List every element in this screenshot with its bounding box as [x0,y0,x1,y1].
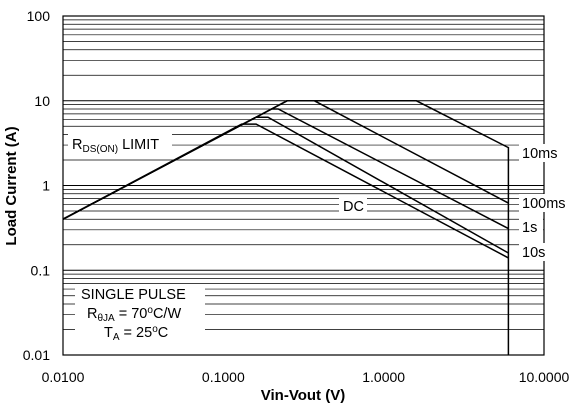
x-tick-label: 1.0000 [362,369,405,385]
y-tick-label: 1 [42,178,50,194]
series-label-bg-1s [519,218,543,236]
series-label-1s: 1s [522,220,537,236]
y-tick-label: 0.1 [31,262,51,278]
y-tick-label: 100 [27,8,51,24]
series-labels: 10ms 100ms 1s 10s [519,144,573,261]
series-label-bg-10s [519,243,549,261]
series-label-100ms: 100ms [522,196,566,212]
x-tick-label: 0.1000 [202,369,245,385]
x-tick-label: 0.0100 [42,369,85,385]
series-label-bg-100ms [519,194,573,212]
x-axis-title: Vin-Vout (V) [261,387,345,404]
series-label-10s: 10s [522,245,545,261]
single-pulse-text: SINGLE PULSE [81,287,186,303]
rds-limit-label: RDS(ON) LIMIT [68,134,172,155]
series-label-10ms: 10ms [522,146,557,162]
pulse-conditions-box: SINGLE PULSE RθJA = 70oC/W TA = 25oC [75,284,205,346]
x-tick-label: 10.0000 [519,369,570,385]
dc-label-bg [339,197,367,215]
y-tick-labels: 100 10 1 0.1 0.01 [23,8,50,363]
series-line-dc [62,123,509,259]
plot-frame [62,15,545,356]
dc-label: DC [339,197,367,215]
y-axis-title: Load Current (A) [3,126,20,245]
thermal-resistance-text: RθJA = 70oC/W [87,305,181,324]
series-lines [62,100,510,355]
y-tick-label: 10 [34,93,50,109]
x-tick-labels: 0.0100 0.1000 1.0000 10.0000 [42,369,570,385]
rds-limit-label-bg [68,134,172,155]
series-label-bg-10ms [519,144,565,162]
pulse-box-bg [75,284,205,346]
y-tick-label: 0.01 [23,347,50,363]
ambient-temp-text: TA = 25oC [104,324,168,343]
dc-label-text: DC [343,199,364,215]
rds-limit-text: RDS(ON) LIMIT [72,137,159,155]
